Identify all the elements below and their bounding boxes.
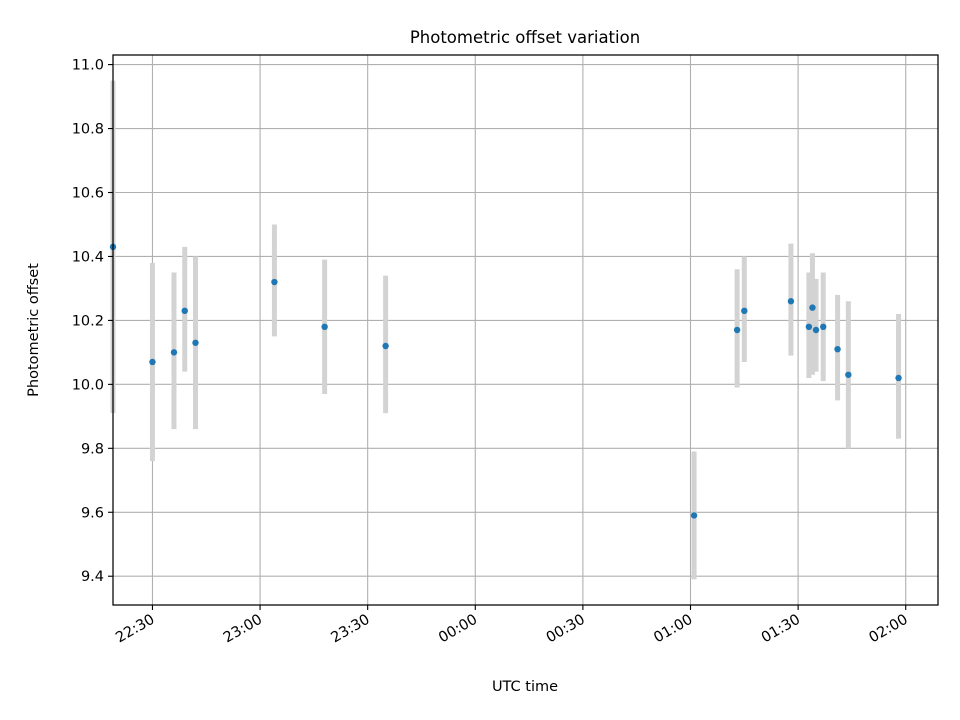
data-point bbox=[733, 326, 741, 334]
data-point bbox=[192, 339, 199, 346]
x-axis-label: UTC time bbox=[492, 679, 558, 695]
y-tick-label: 10.0 bbox=[72, 377, 104, 393]
data-point bbox=[382, 342, 389, 350]
y-tick-label: 10.6 bbox=[72, 186, 104, 202]
grid bbox=[113, 55, 938, 605]
data-point bbox=[809, 304, 816, 311]
data-point bbox=[321, 323, 328, 331]
data-point bbox=[845, 371, 852, 378]
data-point bbox=[895, 374, 902, 382]
y-axis-ticks: 9.4 9.6 9.8 10.0 10.2 10.4 10.6 10.8 11.0 bbox=[72, 58, 113, 585]
data-points bbox=[109, 243, 902, 519]
data-point bbox=[181, 307, 188, 315]
y-tick-label: 11.0 bbox=[72, 58, 104, 74]
data-point bbox=[741, 307, 748, 315]
data-point bbox=[690, 512, 698, 519]
data-point bbox=[149, 358, 156, 366]
data-point bbox=[820, 323, 827, 331]
y-tick-label: 10.8 bbox=[72, 122, 104, 138]
axes-frame bbox=[112, 54, 939, 606]
chart-title: Photometric offset variation bbox=[410, 28, 640, 47]
data-point bbox=[812, 326, 820, 334]
y-tick-label: 9.6 bbox=[81, 505, 104, 521]
data-point bbox=[271, 278, 278, 286]
data-point bbox=[170, 349, 178, 356]
y-axis-label: Photometric offset bbox=[26, 263, 42, 397]
plot-area bbox=[113, 55, 938, 605]
y-tick-label: 10.4 bbox=[72, 249, 104, 265]
data-point bbox=[787, 298, 795, 305]
data-point bbox=[834, 345, 841, 353]
y-tick-label: 9.4 bbox=[81, 569, 104, 585]
data-point bbox=[805, 323, 813, 331]
y-tick-label: 10.2 bbox=[72, 313, 104, 329]
y-tick-label: 9.8 bbox=[81, 441, 104, 457]
